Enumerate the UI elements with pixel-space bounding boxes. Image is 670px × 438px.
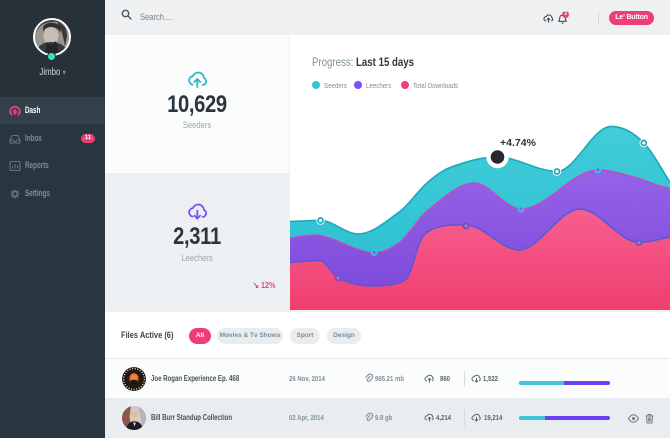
- svg-text:+4.74%: +4.74%: [500, 137, 537, 149]
